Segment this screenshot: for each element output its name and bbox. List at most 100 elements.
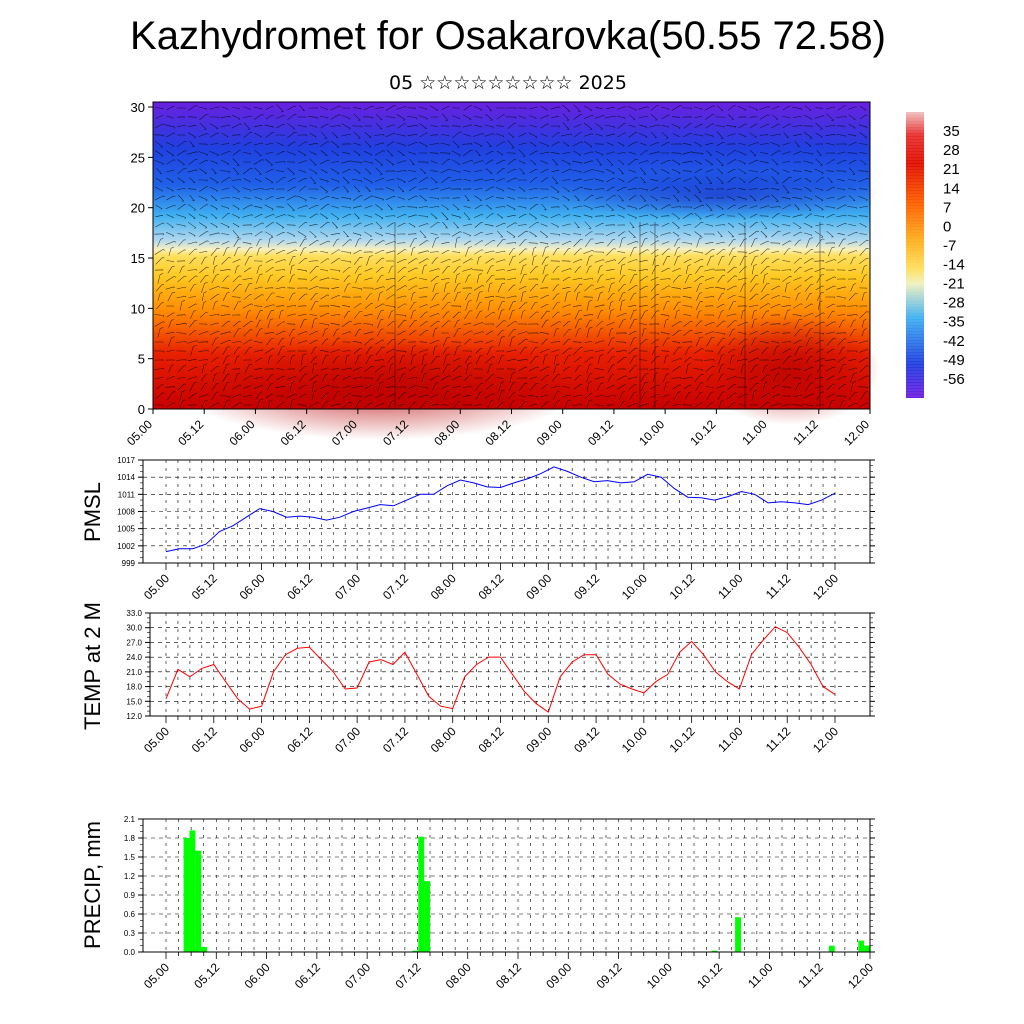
warm-core: [180, 340, 580, 440]
x-tick-label: 08.12: [493, 960, 524, 991]
colorbar-label: -14: [943, 257, 965, 274]
colorbar-label: 0: [943, 218, 951, 235]
precip-bar: [711, 950, 718, 952]
colorbar-label: 21: [943, 161, 960, 178]
x-tick-label: 12.00: [845, 960, 876, 991]
x-tick-label: 09.00: [543, 960, 574, 991]
x-tick-label: 11.12: [795, 960, 826, 991]
y-tick-label: 10: [131, 301, 145, 316]
precip-bar: [201, 946, 208, 952]
x-tick-label: 06.00: [242, 960, 273, 991]
x-tick-label: 07.12: [380, 571, 411, 602]
y-tick-label: 5: [138, 352, 145, 367]
y-tick-label: 20: [131, 201, 145, 216]
x-tick-label: 05.12: [189, 724, 220, 755]
x-tick-label: 09.12: [585, 417, 616, 448]
precip-panel: 0.0 0.3 0.6 0.9 1.2 1.5 1.8 2.1 05.00 05.12 06.00 0…: [80, 815, 876, 991]
x-tick-label: 07.00: [332, 724, 363, 755]
y-tick-label: 0.6: [124, 910, 136, 919]
y-tick-label: 0.9: [124, 891, 136, 900]
y-tick-label: 25: [131, 150, 145, 165]
y-tick-label: 24.0: [126, 653, 142, 662]
precip-bar: [424, 881, 430, 952]
y-tick-label: 21.0: [126, 668, 142, 677]
precip-bar: [412, 950, 419, 952]
x-tick-label: 05.00: [124, 417, 155, 448]
x-tick-label: 07.00: [332, 571, 363, 602]
colorbar-label: -56: [943, 371, 965, 388]
colorbar-label: 28: [943, 142, 960, 159]
page-subtitle: 05 ☆☆☆☆☆☆☆☆☆ 2025: [389, 72, 627, 94]
x-tick-label: 06.12: [284, 724, 315, 755]
y-tick-label: 30.0: [126, 624, 142, 633]
temp-line: [165, 626, 836, 713]
x-tick-label: 08.00: [443, 960, 474, 991]
cold-core: [560, 170, 880, 220]
x-tick-label: 08.00: [428, 571, 459, 602]
x-tick-label: 10.12: [694, 960, 725, 991]
page-title: Kazhydromet for Osakarovka(50.55 72.58): [130, 14, 886, 58]
y-tick-label: 1.2: [124, 872, 136, 881]
pmsl-axis-label: PMSL: [80, 482, 105, 542]
y-tick-label: 999: [122, 559, 136, 568]
colorbar-label: -42: [943, 333, 965, 350]
x-tick-label: 05.00: [141, 571, 172, 602]
temp-panel: 12.0 15.0 18.0 21.0 24.0 27.0 30.0 33.0 05.00 05.…: [80, 602, 875, 755]
x-tick-label: 11.00: [715, 724, 746, 755]
x-tick-label: 09.12: [594, 960, 625, 991]
precip-bar: [195, 850, 202, 952]
x-tick-label: 10.12: [667, 571, 698, 602]
x-tick-label: 05.12: [189, 571, 220, 602]
y-tick-label: 1005: [117, 525, 135, 534]
x-tick-label: 12.00: [810, 571, 841, 602]
colorbar-label: -21: [943, 276, 965, 293]
colorbar-label: 14: [943, 180, 960, 197]
x-tick-label: 09.12: [571, 724, 602, 755]
colorbar-label: 35: [943, 123, 960, 140]
x-tick-label: 10.00: [636, 417, 667, 448]
y-tick-label: 15: [131, 251, 145, 266]
x-tick-label: 10.00: [619, 571, 650, 602]
x-tick-label: 10.00: [619, 724, 650, 755]
y-tick-label: 27.0: [126, 638, 142, 647]
x-tick-label: 07.12: [380, 724, 411, 755]
y-tick-label: 0.3: [124, 929, 136, 938]
precip-axis-label: PRECIP, mm: [80, 821, 105, 949]
colorbar-scale: [906, 112, 924, 398]
colorbar-label: 7: [943, 199, 951, 216]
x-tick-label: 08.12: [475, 571, 506, 602]
y-tick-label: 1008: [117, 508, 135, 517]
x-tick-label: 05.00: [141, 724, 172, 755]
x-tick-label: 11.12: [763, 724, 794, 755]
y-tick-label: 1.5: [124, 853, 136, 862]
colorbar: 35 28 21 14 7 0 -7 -14 -21 -28 -35 -42 -49 -56: [906, 112, 965, 398]
x-tick-label: 11.12: [763, 571, 794, 602]
x-tick-label: 07.12: [392, 960, 423, 991]
x-tick-label: 06.00: [237, 571, 268, 602]
x-tick-label: 09.12: [571, 571, 602, 602]
x-tick-label: 09.00: [523, 724, 554, 755]
precip-bar: [189, 830, 196, 952]
x-tick-label: 06.12: [292, 960, 323, 991]
y-tick-label: 2.1: [124, 815, 136, 824]
x-tick-label: 06.12: [284, 571, 315, 602]
precip-bar: [183, 838, 190, 952]
precip-bar: [858, 940, 865, 952]
temp-axis-label: TEMP at 2 M: [80, 602, 105, 730]
pmsl-panel: 999 1002 1005 1008 1011 1014 1017 05.00 05.12 06.…: [80, 456, 875, 602]
x-tick-label: 10.12: [687, 417, 718, 448]
colorbar-label: -28: [943, 295, 965, 312]
x-tick-label: 12.00: [810, 724, 841, 755]
pmsl-line: [165, 466, 836, 553]
y-tick-label: 1014: [117, 473, 135, 482]
x-tick-label: 06.00: [237, 724, 268, 755]
x-tick-label: 11.00: [715, 571, 746, 602]
y-tick-label: 30: [131, 100, 145, 115]
y-tick-label: 0.0: [124, 948, 136, 957]
precip-bars: [183, 830, 870, 952]
cross-section-y-axis: 0 5 10 15 20 25 30: [131, 100, 153, 417]
x-tick-label: 08.12: [475, 724, 506, 755]
y-tick-label: 1.8: [124, 834, 136, 843]
